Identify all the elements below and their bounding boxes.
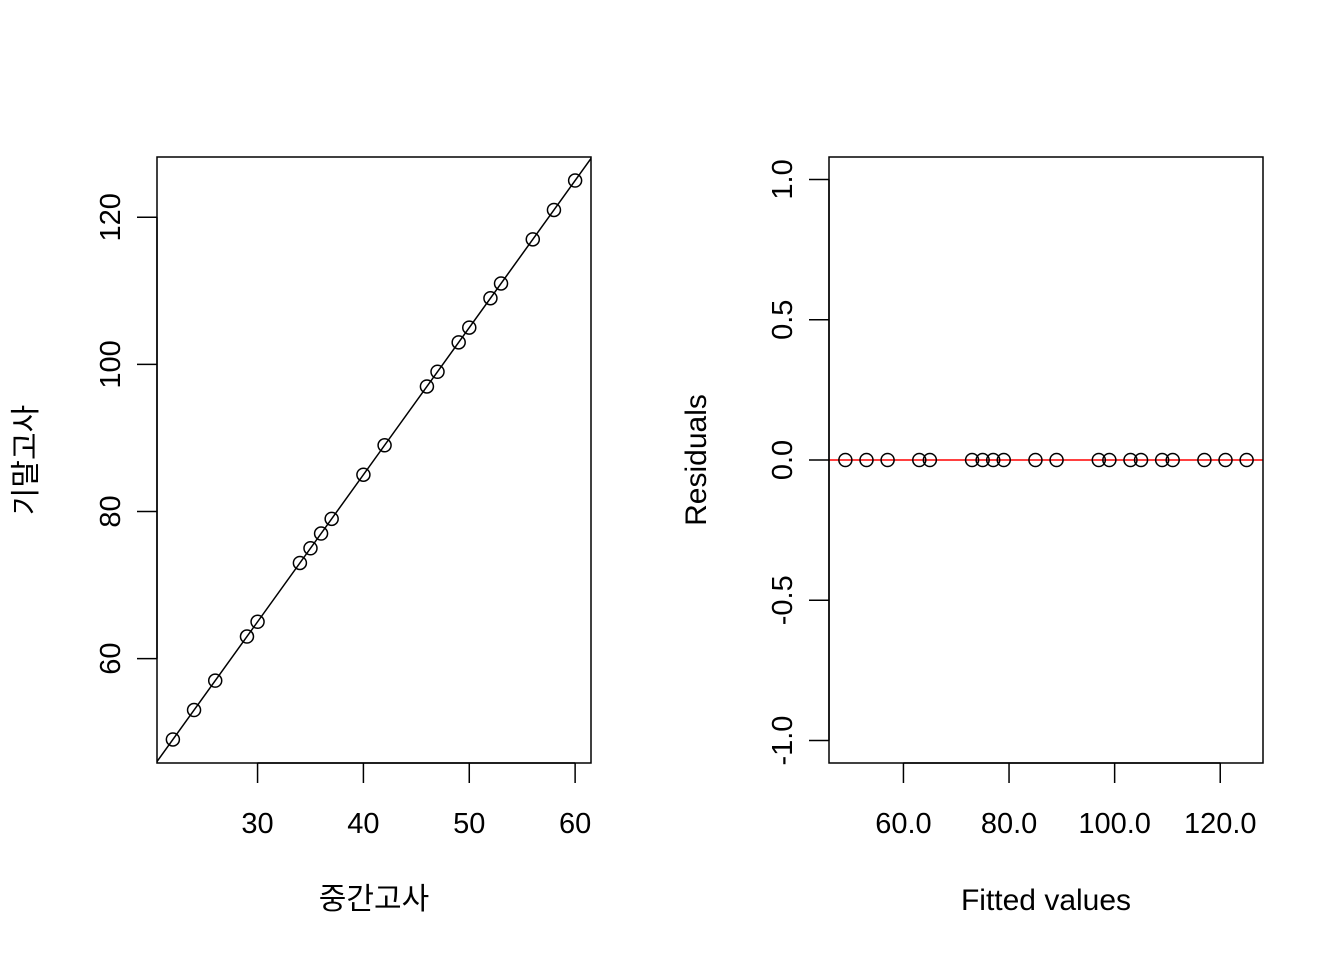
data-point	[912, 452, 927, 468]
data-point	[1154, 452, 1170, 468]
x-tick-label: 40	[347, 808, 379, 840]
y-tick-label: 80	[95, 495, 127, 527]
y-tick-label: 0.0	[767, 440, 799, 480]
x-tick-label: 50	[453, 808, 485, 840]
data-point	[859, 452, 874, 468]
y-tick-label: 100	[95, 340, 127, 388]
data-point	[1091, 452, 1107, 468]
data-point	[546, 202, 562, 218]
data-point	[964, 452, 980, 468]
data-point	[1028, 452, 1043, 468]
data-point	[1197, 452, 1212, 468]
y-tick-label: 1.0	[767, 159, 799, 199]
data-point	[313, 526, 329, 541]
data-point	[975, 452, 990, 468]
data-point	[922, 452, 938, 468]
data-point	[165, 732, 181, 747]
data-point	[207, 673, 223, 688]
y-axis-label: Residuals	[680, 394, 713, 526]
data-point	[1049, 452, 1064, 468]
x-axis-label: 중간고사	[319, 883, 429, 916]
data-point	[186, 702, 202, 718]
data-point	[1218, 452, 1233, 468]
data-point	[303, 541, 318, 556]
data-point	[462, 320, 477, 335]
y-tick-label: -1.0	[767, 716, 799, 766]
data-point	[493, 276, 509, 291]
x-tick-label: 30	[241, 808, 273, 840]
data-point	[996, 452, 1012, 468]
y-tick-label: -0.5	[767, 575, 799, 625]
x-tick-label: 60.0	[875, 808, 931, 840]
data-point	[567, 173, 583, 188]
data-point	[985, 452, 1001, 468]
data-point	[1239, 452, 1254, 468]
data-point	[1102, 452, 1117, 468]
x-axis-label: Fitted values	[961, 884, 1131, 917]
x-tick-label: 60	[559, 808, 591, 840]
data-point	[525, 232, 541, 247]
y-tick-label: 0.5	[767, 300, 799, 340]
data-point	[451, 335, 466, 350]
x-tick-label: 120.0	[1184, 808, 1257, 840]
data-point	[324, 511, 339, 527]
y-tick-label: 60	[95, 642, 127, 674]
regression-line	[157, 158, 591, 762]
scatter-panel-midterm-final: 중간고사 기말고사 30 40 50 60 60 80 100 120	[10, 156, 592, 916]
data-point	[483, 290, 498, 306]
x-tick-label: 100.0	[1078, 808, 1151, 840]
data-point	[880, 452, 895, 468]
y-axis-label: 기말고사	[10, 405, 43, 515]
data-point	[356, 467, 371, 482]
data-point	[1165, 452, 1180, 468]
data-point	[377, 438, 392, 453]
data-point	[292, 555, 308, 571]
y-tick-label: 120	[95, 193, 127, 241]
data-point	[239, 629, 255, 644]
residuals-panel: Fitted values Residuals 60.0 80.0 100.0 120…	[680, 156, 1264, 917]
data-point	[1133, 452, 1149, 468]
data-point	[419, 379, 435, 394]
data-point	[838, 452, 853, 468]
data-point	[250, 614, 265, 630]
data-point	[1123, 452, 1138, 468]
data-point	[430, 364, 445, 379]
x-tick-label: 80.0	[981, 808, 1037, 840]
